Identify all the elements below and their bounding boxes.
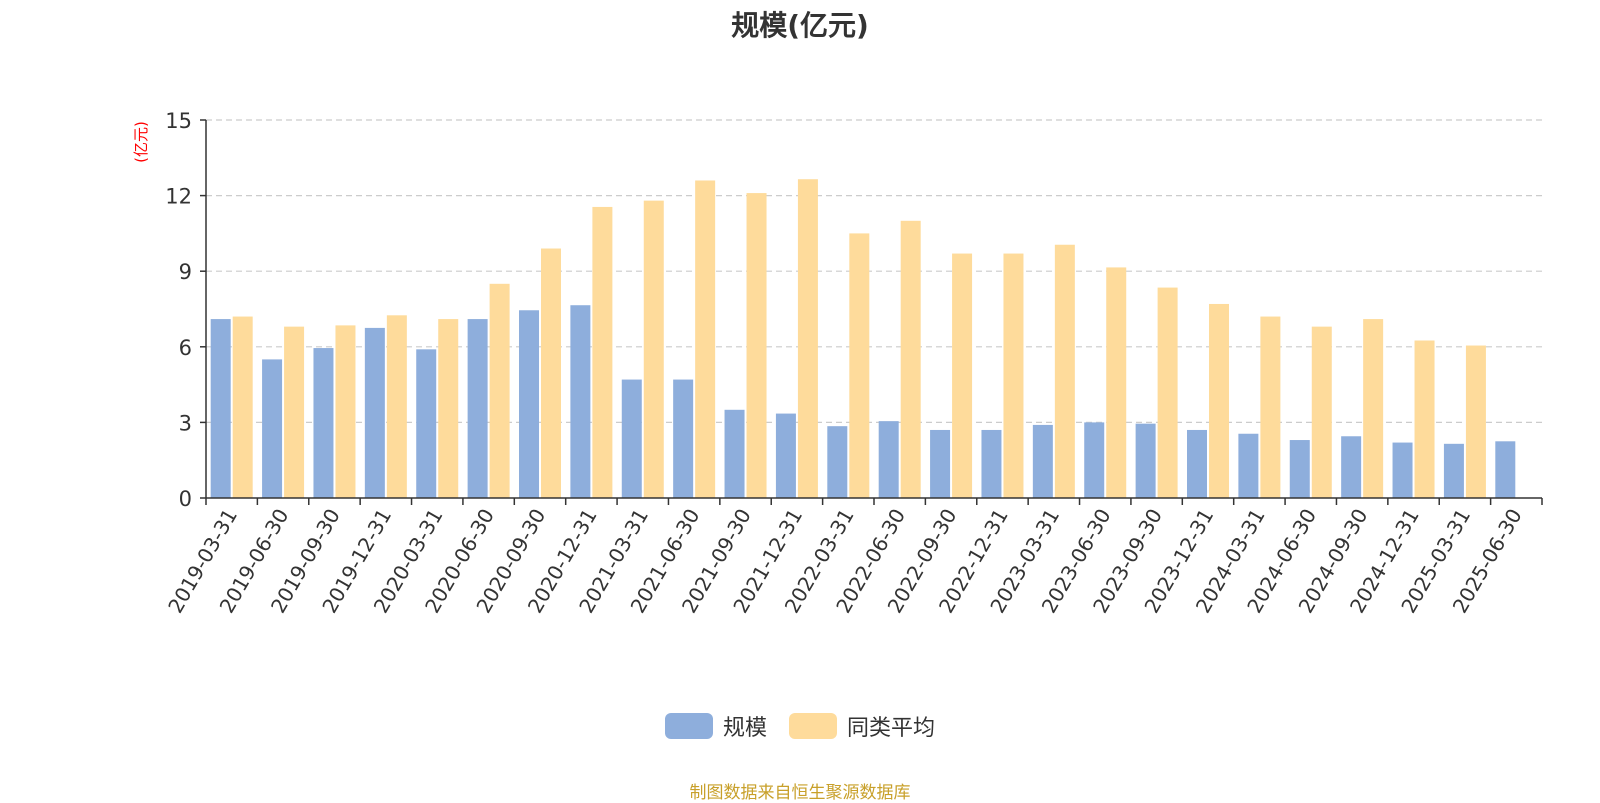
bar-peer-average bbox=[232, 316, 253, 498]
bar-peer-average bbox=[1157, 287, 1178, 498]
bar-scale bbox=[416, 349, 437, 498]
bar-scale bbox=[1341, 436, 1362, 498]
bar-peer-average bbox=[695, 180, 716, 499]
bar-peer-average bbox=[1465, 345, 1486, 498]
bar-scale bbox=[827, 426, 848, 498]
bar-peer-average bbox=[1414, 340, 1435, 498]
legend-item-peer-average[interactable]: 同类平均 bbox=[789, 710, 935, 742]
bar-scale bbox=[262, 359, 283, 498]
bar-peer-average bbox=[1311, 326, 1332, 498]
legend-label-peer-average: 同类平均 bbox=[847, 716, 936, 741]
source-note: 制图数据来自恒生聚源数据库 bbox=[689, 783, 911, 803]
bar-peer-average bbox=[1003, 253, 1024, 498]
bar-scale bbox=[313, 348, 334, 498]
bar-peer-average bbox=[746, 193, 767, 498]
legend-swatch-scale bbox=[664, 713, 713, 739]
bar-scale bbox=[1392, 442, 1413, 498]
bar-scale bbox=[467, 319, 488, 498]
chart-title: 规模(亿元) bbox=[731, 9, 869, 42]
bar-scale bbox=[1135, 423, 1156, 498]
y-tick-label: 0 bbox=[179, 487, 192, 511]
bar-scale bbox=[1443, 443, 1464, 498]
y-tick-label: 15 bbox=[165, 109, 192, 133]
bar-scale bbox=[570, 305, 591, 498]
bar-scale bbox=[364, 327, 385, 498]
bar-peer-average bbox=[1260, 316, 1281, 498]
bar-peer-average bbox=[592, 206, 613, 498]
bar-peer-average bbox=[438, 319, 459, 498]
bar-scale bbox=[930, 429, 951, 498]
legend: 规模 同类平均 bbox=[0, 710, 1600, 742]
bar-scale bbox=[673, 379, 694, 498]
bar-peer-average bbox=[1209, 303, 1229, 498]
bar-scale bbox=[724, 409, 745, 498]
y-tick-label: 9 bbox=[179, 260, 192, 284]
bar-scale bbox=[981, 429, 1002, 498]
bar-peer-average bbox=[1363, 319, 1384, 498]
bar-scale bbox=[1238, 433, 1259, 498]
bar-scale bbox=[1032, 424, 1053, 498]
legend-label-scale: 规模 bbox=[722, 716, 767, 741]
bar-scale bbox=[621, 379, 642, 498]
bar-scale bbox=[878, 421, 899, 498]
bar-peer-average bbox=[952, 253, 973, 498]
legend-swatch-peer-average bbox=[789, 713, 837, 739]
bar-scale bbox=[1084, 422, 1105, 498]
y-tick-label: 3 bbox=[179, 411, 192, 435]
bar-peer-average bbox=[1106, 267, 1127, 498]
bar-peer-average bbox=[489, 283, 510, 498]
bar-scale bbox=[1495, 441, 1516, 498]
y-tick-label: 12 bbox=[165, 185, 192, 209]
bar-peer-average bbox=[849, 233, 870, 498]
y-tick-label: 6 bbox=[179, 336, 192, 360]
legend-item-scale[interactable]: 规模 bbox=[664, 710, 767, 742]
bar-peer-average bbox=[386, 315, 407, 498]
bar-scale bbox=[775, 413, 796, 498]
bar-scale bbox=[210, 319, 231, 498]
bar-peer-average bbox=[284, 326, 305, 498]
bar-peer-average bbox=[643, 200, 664, 498]
y-axis-label: (亿元) bbox=[132, 121, 150, 163]
bar-scale bbox=[1187, 429, 1207, 498]
bar-scale bbox=[1289, 440, 1310, 498]
bars bbox=[210, 179, 1516, 499]
bar-scale bbox=[519, 310, 539, 498]
bar-peer-average bbox=[335, 325, 356, 498]
bar-peer-average bbox=[541, 248, 561, 498]
bar-peer-average bbox=[797, 179, 818, 498]
bar-peer-average bbox=[900, 220, 921, 499]
bar-peer-average bbox=[1054, 244, 1075, 498]
